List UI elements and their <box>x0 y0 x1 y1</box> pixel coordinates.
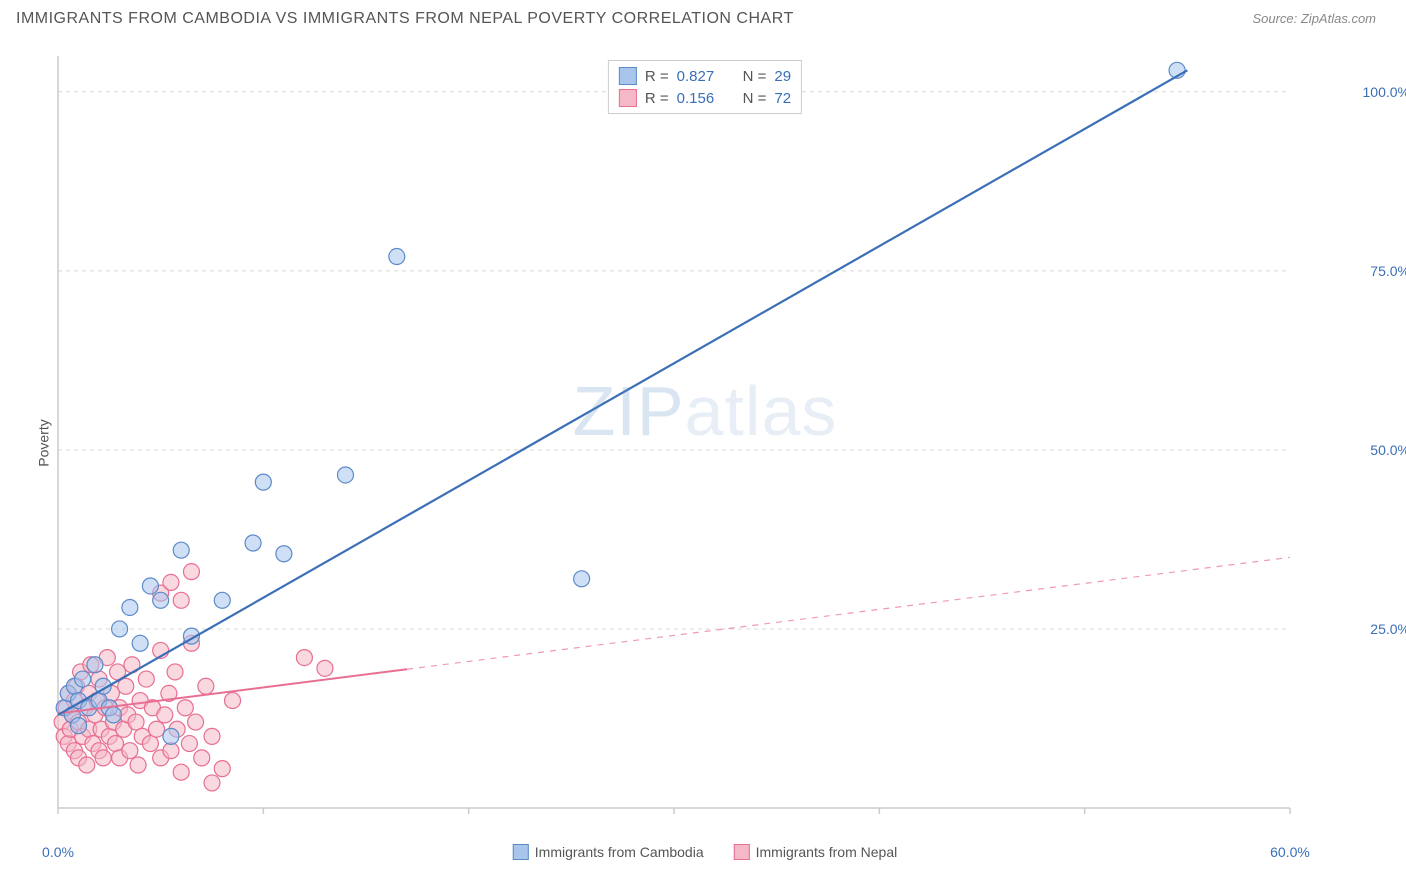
legend-item: Immigrants from Nepal <box>734 844 898 860</box>
data-point <box>337 467 353 483</box>
data-point <box>389 249 405 265</box>
regression-line-extrapolated <box>407 557 1290 669</box>
n-label: N = <box>743 90 767 107</box>
legend-swatch <box>619 89 637 107</box>
stats-row: R = 0.827 N = 29 <box>619 65 791 87</box>
data-point <box>75 671 91 687</box>
r-label: R = <box>645 68 669 85</box>
data-point <box>225 693 241 709</box>
data-point <box>71 718 87 734</box>
source-attribution: Source: ZipAtlas.com <box>1252 11 1376 26</box>
data-point <box>183 564 199 580</box>
data-point <box>107 736 123 752</box>
data-point <box>130 757 146 773</box>
data-point <box>173 542 189 558</box>
legend-label: Immigrants from Cambodia <box>535 844 704 860</box>
r-label: R = <box>645 90 669 107</box>
legend-swatch <box>619 67 637 85</box>
data-point <box>188 714 204 730</box>
r-value: 0.156 <box>677 90 727 107</box>
data-point <box>87 657 103 673</box>
x-tick-end: 60.0% <box>1270 844 1310 860</box>
r-value: 0.827 <box>677 68 727 85</box>
n-value: 29 <box>774 68 791 85</box>
data-point <box>204 775 220 791</box>
data-point <box>138 671 154 687</box>
data-point <box>163 728 179 744</box>
data-point <box>149 721 165 737</box>
data-point <box>276 546 292 562</box>
x-tick-start: 0.0% <box>42 844 74 860</box>
data-point <box>181 736 197 752</box>
legend-swatch <box>513 844 529 860</box>
data-point <box>163 574 179 590</box>
data-point <box>574 571 590 587</box>
data-point <box>317 660 333 676</box>
series-legend: Immigrants from Cambodia Immigrants from … <box>513 844 897 860</box>
data-point <box>122 743 138 759</box>
data-point <box>214 761 230 777</box>
data-point <box>296 650 312 666</box>
stats-legend-box: R = 0.827 N = 29 R = 0.156 N = 72 <box>608 60 802 114</box>
y-tick-label: 100.0% <box>1363 84 1406 100</box>
data-point <box>132 635 148 651</box>
legend-item: Immigrants from Cambodia <box>513 844 704 860</box>
regression-line <box>58 70 1187 715</box>
data-point <box>163 743 179 759</box>
chart-area: Poverty ZIPatlas R =0.827N =29R =0.156N … <box>50 48 1360 838</box>
data-point <box>173 764 189 780</box>
n-label: N = <box>743 68 767 85</box>
data-point <box>177 700 193 716</box>
data-point <box>245 535 261 551</box>
data-point <box>255 474 271 490</box>
data-point <box>142 736 158 752</box>
data-point <box>128 714 144 730</box>
data-point <box>112 621 128 637</box>
scatter-plot <box>50 48 1360 838</box>
data-point <box>122 599 138 615</box>
data-point <box>153 592 169 608</box>
y-tick-label: 50.0% <box>1370 442 1406 458</box>
legend-label: Immigrants from Nepal <box>756 844 898 860</box>
data-point <box>214 592 230 608</box>
data-point <box>167 664 183 680</box>
stats-row: R = 0.156 N = 72 <box>619 87 791 109</box>
data-point <box>194 750 210 766</box>
y-tick-label: 75.0% <box>1370 263 1406 279</box>
data-point <box>204 728 220 744</box>
data-point <box>79 757 95 773</box>
data-point <box>105 707 121 723</box>
data-point <box>198 678 214 694</box>
data-point <box>157 707 173 723</box>
chart-title: IMMIGRANTS FROM CAMBODIA VS IMMIGRANTS F… <box>16 10 794 28</box>
data-point <box>173 592 189 608</box>
y-tick-label: 25.0% <box>1370 621 1406 637</box>
data-point <box>142 578 158 594</box>
n-value: 72 <box>774 90 791 107</box>
data-point <box>95 750 111 766</box>
legend-swatch <box>734 844 750 860</box>
